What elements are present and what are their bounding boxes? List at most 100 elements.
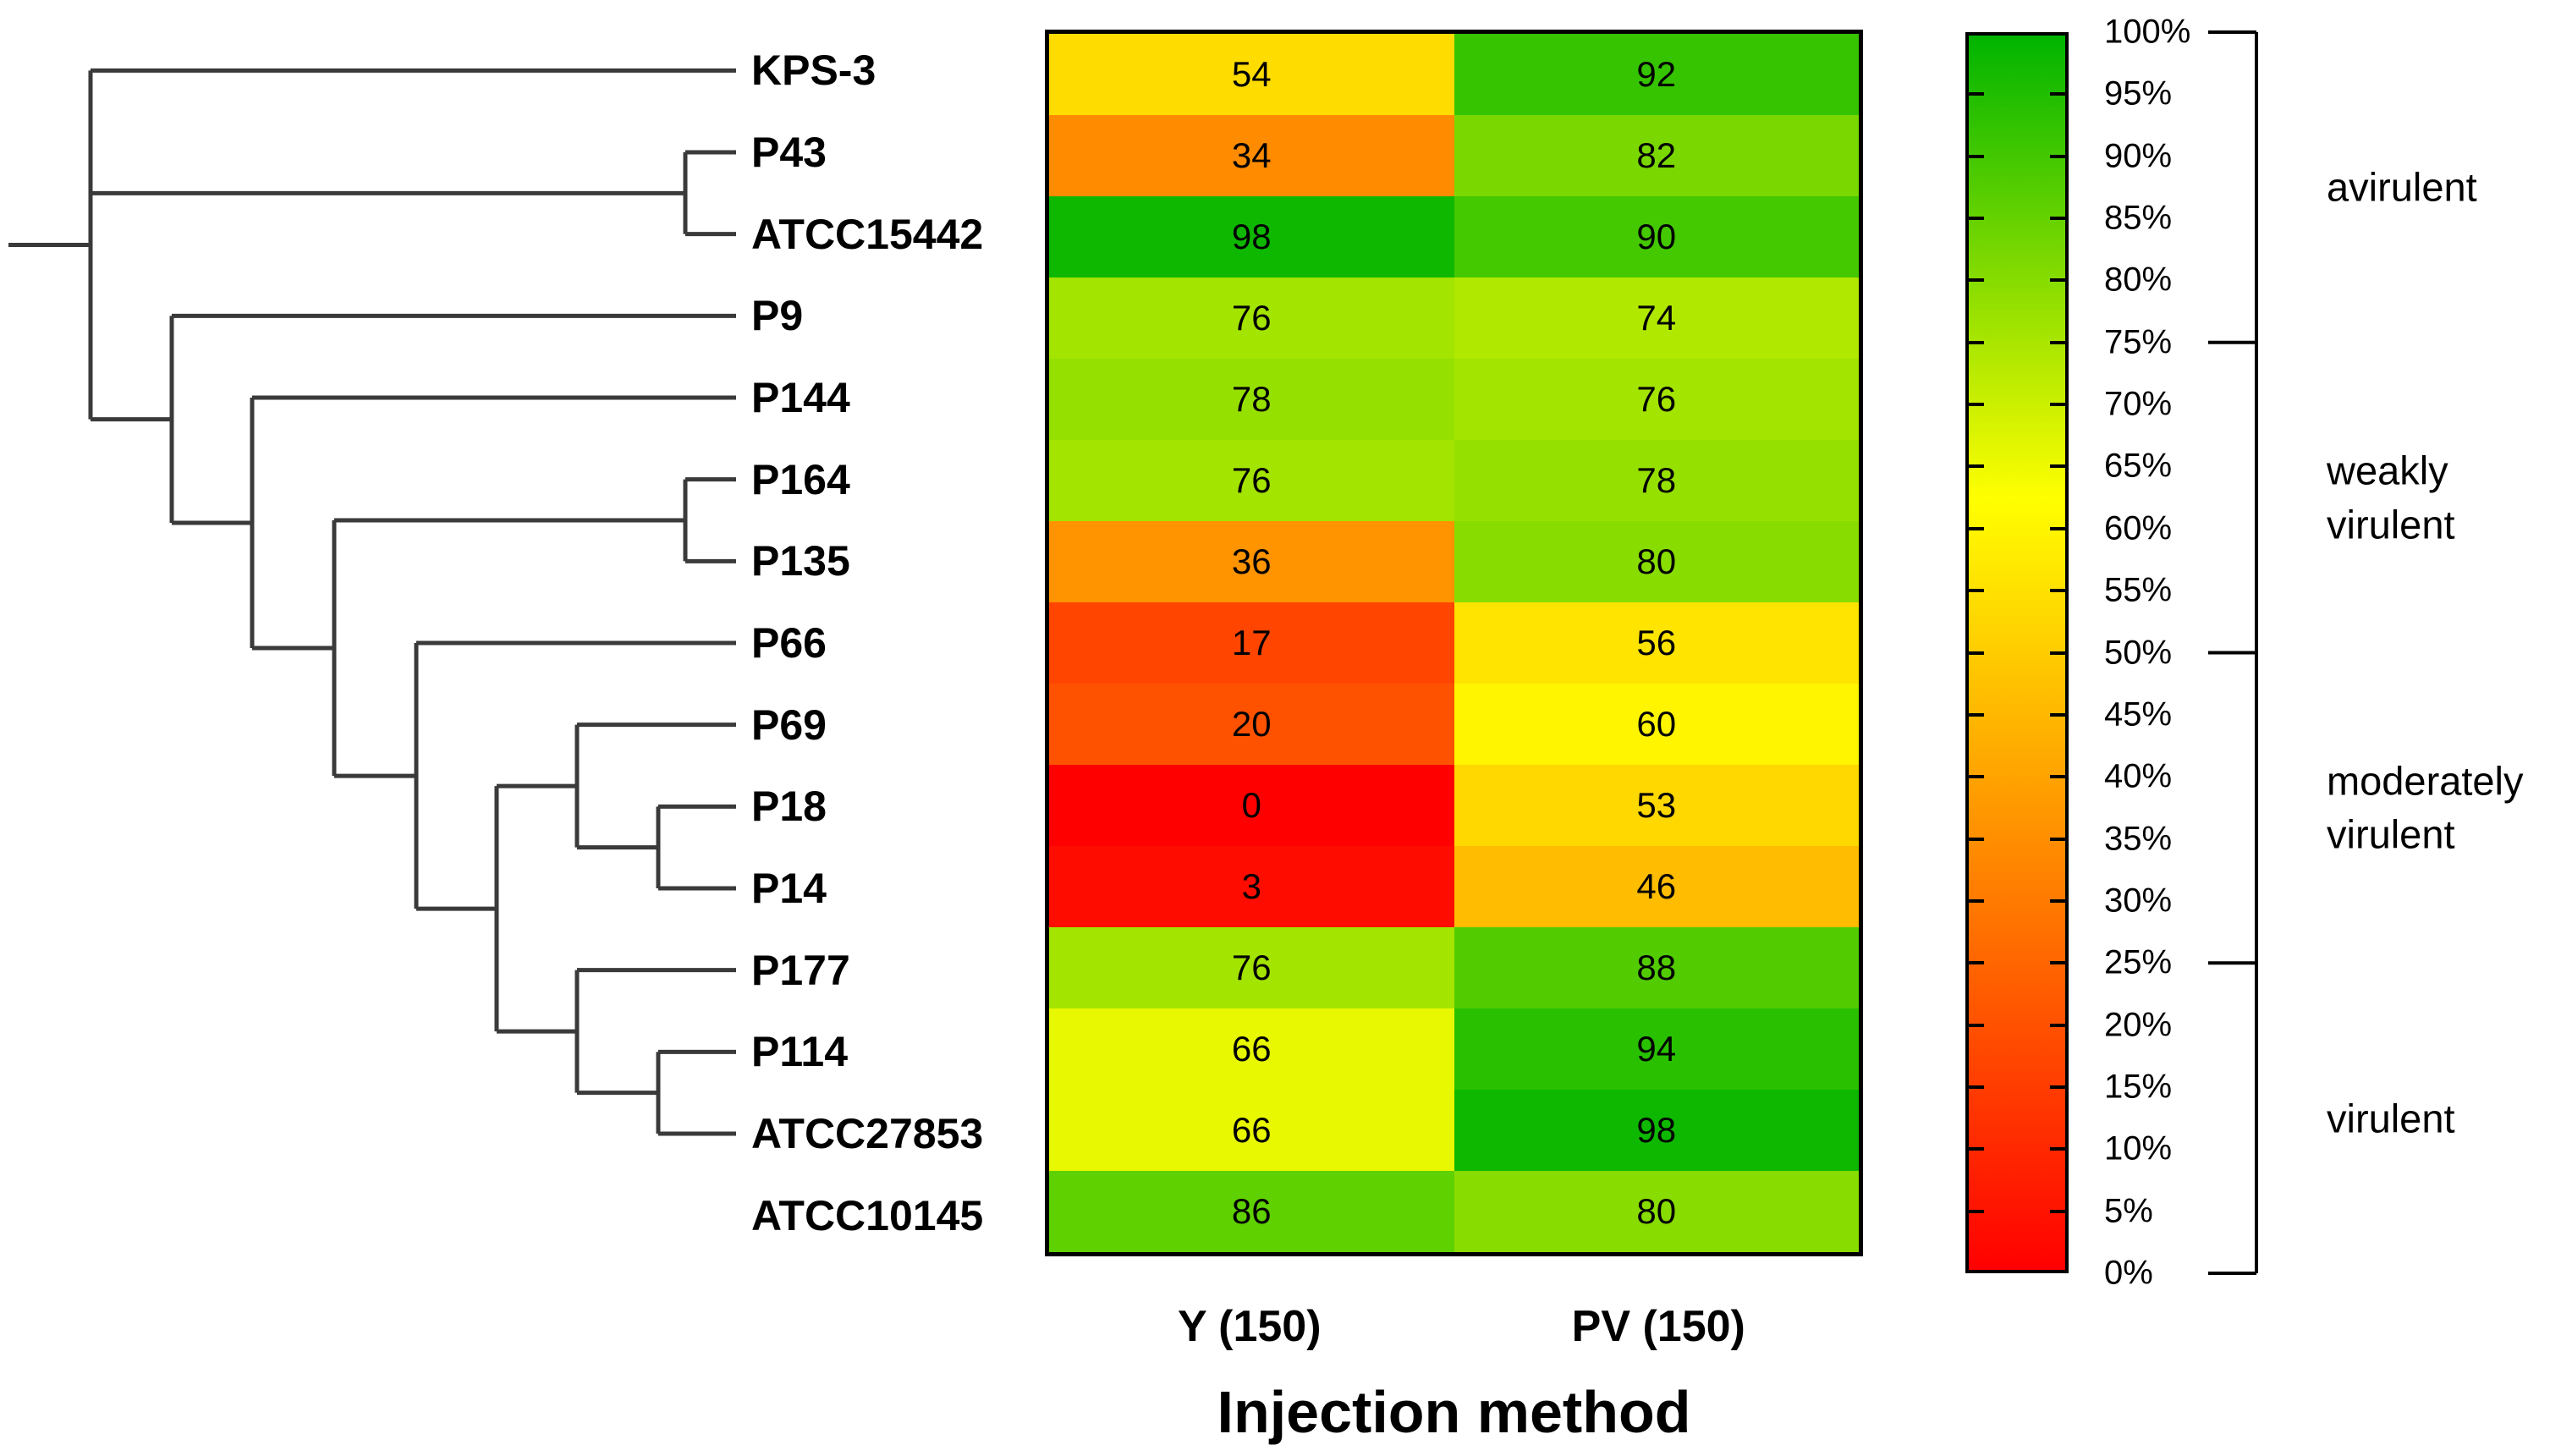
colorbar-tick-right-85 — [2050, 217, 2069, 221]
strain-label-P9: P9 — [751, 292, 804, 340]
colorbar-tick-label-0%: 0% — [2104, 1254, 2153, 1292]
heatmap-cell-P164-PV (150): 78 — [1454, 440, 1859, 521]
strain-label-P114: P114 — [751, 1028, 849, 1076]
strain-label-P144: P144 — [751, 374, 850, 421]
colorbar-tick-label-35%: 35% — [2104, 820, 2173, 858]
virulence-category-avirulent: avirulent — [2327, 164, 2477, 210]
heatmap-cell-ATCC10145-Y (150): 86 — [1049, 1171, 1454, 1252]
strain-label-P43: P43 — [751, 129, 827, 176]
strain-label-P66: P66 — [751, 619, 827, 667]
heatmap-cell-P66-PV (150): 56 — [1454, 602, 1859, 684]
colorbar-tick-right-15 — [2050, 1085, 2069, 1089]
colorbar-tick-left-20 — [1965, 1023, 1984, 1027]
heatmap-cell-P144-PV (150): 76 — [1454, 359, 1859, 440]
colorbar-tick-left-85 — [1965, 217, 1984, 221]
heatmap-cell-KPS-3-PV (150): 92 — [1454, 34, 1859, 115]
colorbar-tick-label-15%: 15% — [2104, 1068, 2173, 1106]
heatmap-cell-P18-Y (150): 0 — [1049, 765, 1454, 846]
colorbar-tick-right-65 — [2050, 464, 2069, 469]
heatmap-cell-P177-PV (150): 88 — [1454, 927, 1859, 1008]
colorbar-tick-right-60 — [2050, 526, 2069, 530]
column-label-PV (150): PV (150) — [1571, 1302, 1745, 1351]
heatmap-cell-ATCC15442-Y (150): 98 — [1049, 196, 1454, 277]
colorbar-tick-right-75 — [2050, 340, 2069, 344]
heatmap-cell-P69-Y (150): 20 — [1049, 684, 1454, 765]
colorbar-tick-left-25 — [1965, 961, 1984, 965]
colorbar-tick-left-45 — [1965, 712, 1984, 717]
heatmap-cell-P43-Y (150): 34 — [1049, 115, 1454, 196]
colorbar-tick-right-35 — [2050, 837, 2069, 841]
colorbar-tick-label-45%: 45% — [2104, 695, 2173, 733]
colorbar-tick-left-50 — [1965, 651, 1984, 655]
heatmap-cell-P66-Y (150): 17 — [1049, 602, 1454, 684]
colorbar-tick-left-90 — [1965, 154, 1984, 158]
colorbar-tick-left-10 — [1965, 1147, 1984, 1151]
strain-label-ATCC10145: ATCC10145 — [751, 1191, 984, 1239]
colorbar-tick-label-85%: 85% — [2104, 199, 2173, 237]
heatmap-cell-P135-Y (150): 36 — [1049, 521, 1454, 602]
heatmap-cell-P9-PV (150): 74 — [1454, 277, 1859, 359]
colorbar-tick-left-15 — [1965, 1085, 1984, 1089]
colorbar-tick-left-80 — [1965, 278, 1984, 283]
heatmap-cell-P177-Y (150): 76 — [1049, 927, 1454, 1008]
colorbar-tick-left-35 — [1965, 837, 1984, 841]
colorbar-tick-label-5%: 5% — [2104, 1192, 2153, 1230]
heatmap: 54 92 34 82 98 90 76 74 78 76 76 78 36 80 17 56 20 60 0 53 3… — [1045, 30, 1863, 1256]
strain-label-P14: P14 — [751, 865, 827, 912]
strain-label-ATCC27853: ATCC27853 — [751, 1110, 984, 1157]
heatmap-cell-P43-PV (150): 82 — [1454, 115, 1859, 196]
strain-label-ATCC15442: ATCC15442 — [751, 210, 984, 258]
colorbar-tick-left-70 — [1965, 403, 1984, 407]
colorbar-tick-left-60 — [1965, 526, 1984, 530]
colorbar-tick-left-75 — [1965, 340, 1984, 344]
heatmap-cell-ATCC27853-Y (150): 66 — [1049, 1090, 1454, 1171]
colorbar-tick-left-55 — [1965, 589, 1984, 593]
heatmap-cell-P18-PV (150): 53 — [1454, 765, 1859, 846]
heatmap-cell-P114-PV (150): 94 — [1454, 1008, 1859, 1090]
heatmap-cell-P9-Y (150): 76 — [1049, 277, 1454, 359]
colorbar-tick-label-40%: 40% — [2104, 757, 2173, 795]
colorbar-tick-label-20%: 20% — [2104, 1006, 2173, 1044]
x-axis-title: Injection method — [1217, 1379, 1691, 1445]
colorbar-tick-label-75%: 75% — [2104, 323, 2173, 361]
colorbar-tick-label-65%: 65% — [2104, 447, 2173, 485]
heatmap-cell-P69-PV (150): 60 — [1454, 684, 1859, 765]
strain-label-P69: P69 — [751, 701, 827, 749]
heatmap-cell-KPS-3-Y (150): 54 — [1049, 34, 1454, 115]
colorbar-tick-right-40 — [2050, 775, 2069, 779]
heatmap-cell-ATCC27853-PV (150): 98 — [1454, 1090, 1859, 1171]
colorbar-tick-right-55 — [2050, 589, 2069, 593]
colorbar-tick-right-70 — [2050, 403, 2069, 407]
colorbar-tick-right-20 — [2050, 1023, 2069, 1027]
heatmap-cell-ATCC10145-PV (150): 80 — [1454, 1171, 1859, 1252]
colorbar-tick-right-45 — [2050, 712, 2069, 717]
heatmap-cell-P135-PV (150): 80 — [1454, 521, 1859, 602]
colorbar-tick-right-90 — [2050, 154, 2069, 158]
virulence-category-moderately-virulent: moderately virulent — [2327, 758, 2524, 857]
heatmap-cell-P144-Y (150): 78 — [1049, 359, 1454, 440]
colorbar-tick-label-30%: 30% — [2104, 882, 2173, 920]
colorbar-tick-label-95%: 95% — [2104, 74, 2173, 113]
colorbar-tick-right-10 — [2050, 1147, 2069, 1151]
colorbar-tick-label-60%: 60% — [2104, 509, 2173, 547]
colorbar-tick-label-80%: 80% — [2104, 261, 2173, 299]
column-label-Y (150): Y (150) — [1177, 1302, 1322, 1351]
colorbar-tick-label-70%: 70% — [2104, 385, 2173, 423]
strain-label-P135: P135 — [751, 537, 850, 585]
colorbar-tick-right-30 — [2050, 898, 2069, 903]
strain-label-P18: P18 — [751, 783, 827, 831]
colorbar-tick-label-90%: 90% — [2104, 137, 2173, 175]
heatmap-cell-P164-Y (150): 76 — [1049, 440, 1454, 521]
strain-label-KPS-3: KPS-3 — [751, 47, 877, 95]
heatmap-cell-P14-PV (150): 46 — [1454, 846, 1859, 927]
colorbar-tick-right-80 — [2050, 278, 2069, 283]
heatmap-cell-ATCC15442-PV (150): 90 — [1454, 196, 1859, 277]
colorbar-tick-right-25 — [2050, 961, 2069, 965]
colorbar-tick-left-40 — [1965, 775, 1984, 779]
colorbar-tick-label-100%: 100% — [2104, 13, 2191, 51]
colorbar-tick-right-95 — [2050, 92, 2069, 96]
virulence-category-virulent: virulent — [2327, 1095, 2455, 1140]
